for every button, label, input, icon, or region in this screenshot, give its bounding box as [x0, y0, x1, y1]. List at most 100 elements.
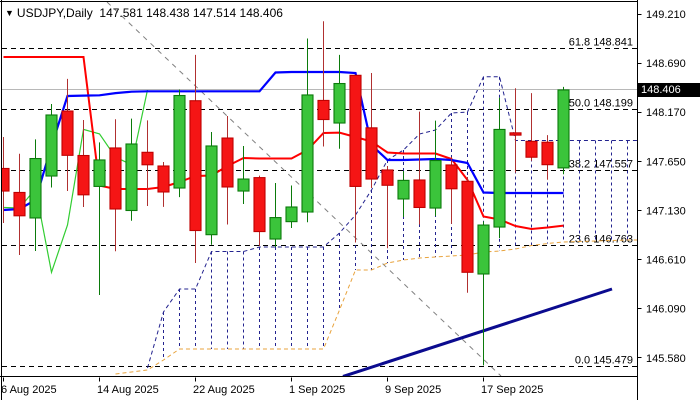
candle-bear	[509, 88, 522, 173]
senkou-span-a	[115, 239, 637, 375]
candle-body	[45, 114, 58, 177]
candle-body	[381, 169, 394, 186]
candle-bear	[253, 175, 266, 247]
candle-bear	[189, 54, 202, 264]
candle-bull	[269, 183, 282, 247]
candle-body	[205, 145, 218, 236]
candle-body	[557, 89, 570, 169]
candle-body	[509, 132, 522, 136]
candle-body	[61, 110, 74, 156]
price-label: 147.650	[646, 156, 686, 168]
candle-body	[349, 74, 362, 187]
time-label: 6 Aug 2025	[1, 384, 57, 396]
candle-bull	[493, 97, 506, 238]
candle-body	[269, 217, 282, 240]
candle-body	[285, 206, 298, 223]
fib-level-label: 50.0 148.199	[569, 98, 633, 110]
kijun-sen	[3, 70, 564, 212]
candle-bear	[221, 116, 234, 225]
candle-bull	[45, 104, 58, 188]
candle-body	[253, 177, 266, 233]
candle-bull	[29, 139, 42, 252]
candle-body	[461, 180, 474, 273]
candle-body	[221, 137, 234, 188]
candle-bear	[365, 73, 378, 189]
candle-bull	[125, 118, 138, 221]
candle-body	[93, 159, 106, 187]
candle-bull	[429, 120, 442, 216]
candle-bear	[109, 119, 122, 252]
candle-body	[13, 191, 26, 217]
fib-level-label: 0.0 145.479	[575, 355, 633, 367]
time-label: 17 Sep 2025	[481, 384, 543, 396]
time-scale[interactable]: 6 Aug 2025 14 Aug 2025 22 Aug 2025 1 Sep 20…	[1, 377, 543, 397]
candle-bull	[333, 54, 346, 149]
candle-body	[29, 157, 42, 219]
price-label: 148.170	[646, 107, 686, 119]
candle-body	[141, 151, 154, 166]
price-label: 146.610	[646, 255, 686, 267]
price-label: 148.690	[646, 58, 686, 70]
symbol-title: ▼ USDJPY,Daily 147.581 148.438 147.514 14…	[5, 6, 283, 20]
candle-body	[237, 178, 250, 192]
time-label: 14 Aug 2025	[97, 384, 159, 396]
symbol-dropdown-icon[interactable]: ▼	[5, 8, 14, 18]
senkou-span-b	[147, 76, 637, 369]
candle-bear	[317, 21, 330, 147]
price-label: 149.210	[646, 9, 686, 21]
candle-body	[365, 127, 378, 180]
candle-bull	[397, 171, 410, 218]
candle-body	[77, 154, 90, 196]
candle-body	[477, 224, 490, 275]
candle-bull	[557, 86, 570, 175]
candle-body	[525, 140, 538, 158]
chart-borders	[0, 0, 638, 400]
candle-bear	[381, 166, 394, 249]
time-label: 22 Aug 2025	[193, 384, 255, 396]
chikou-span	[3, 89, 149, 275]
candle-body	[445, 164, 458, 190]
fib-level-label: 61.8 148.841	[569, 37, 633, 49]
candle-bull	[237, 145, 250, 204]
candle-bear	[445, 157, 458, 224]
candle-bear	[461, 176, 474, 293]
candle-body	[173, 94, 186, 189]
candle-bear	[13, 153, 26, 255]
fib-level-label: 38.2 147.557	[569, 159, 633, 171]
candle-bull	[173, 89, 186, 198]
candle-body	[2, 167, 10, 192]
candle-body	[189, 100, 202, 232]
candle-body	[541, 141, 554, 166]
candle-bear	[2, 136, 10, 223]
candle-bear	[525, 93, 538, 161]
candle-bear	[541, 135, 554, 180]
candles-layer	[2, 21, 570, 366]
candle-bull	[477, 221, 490, 366]
ohlc-readout: 147.581 148.438 147.514 148.406	[99, 6, 283, 20]
candle-body	[109, 147, 122, 210]
candle-body	[157, 165, 170, 193]
candle-bear	[61, 78, 74, 192]
candle-body	[413, 179, 426, 209]
candle-body	[317, 99, 330, 121]
candle-body	[301, 94, 314, 213]
candle-bull	[93, 142, 106, 295]
candle-body	[397, 179, 410, 200]
candle-body	[493, 128, 506, 228]
time-label: 9 Sep 2025	[385, 384, 441, 396]
candle-bull	[205, 131, 218, 245]
price-scale[interactable]: 149.210 148.690 148.170 147.650 147.130 146.6…	[637, 9, 686, 365]
candle-body	[125, 143, 138, 212]
plot-area[interactable]: 61.8 148.841 50.0 148.199 38.2 147.557 23.6…	[0, 2, 637, 377]
candle-body	[429, 159, 442, 209]
price-label: 147.130	[646, 205, 686, 217]
bid-price-tag: 148.406	[638, 83, 700, 97]
candle-bull	[285, 185, 298, 228]
price-label: 146.090	[646, 304, 686, 316]
candle-bear	[77, 119, 90, 208]
candle-body	[333, 82, 346, 124]
symbol-period-label: USDJPY,Daily	[16, 6, 93, 20]
